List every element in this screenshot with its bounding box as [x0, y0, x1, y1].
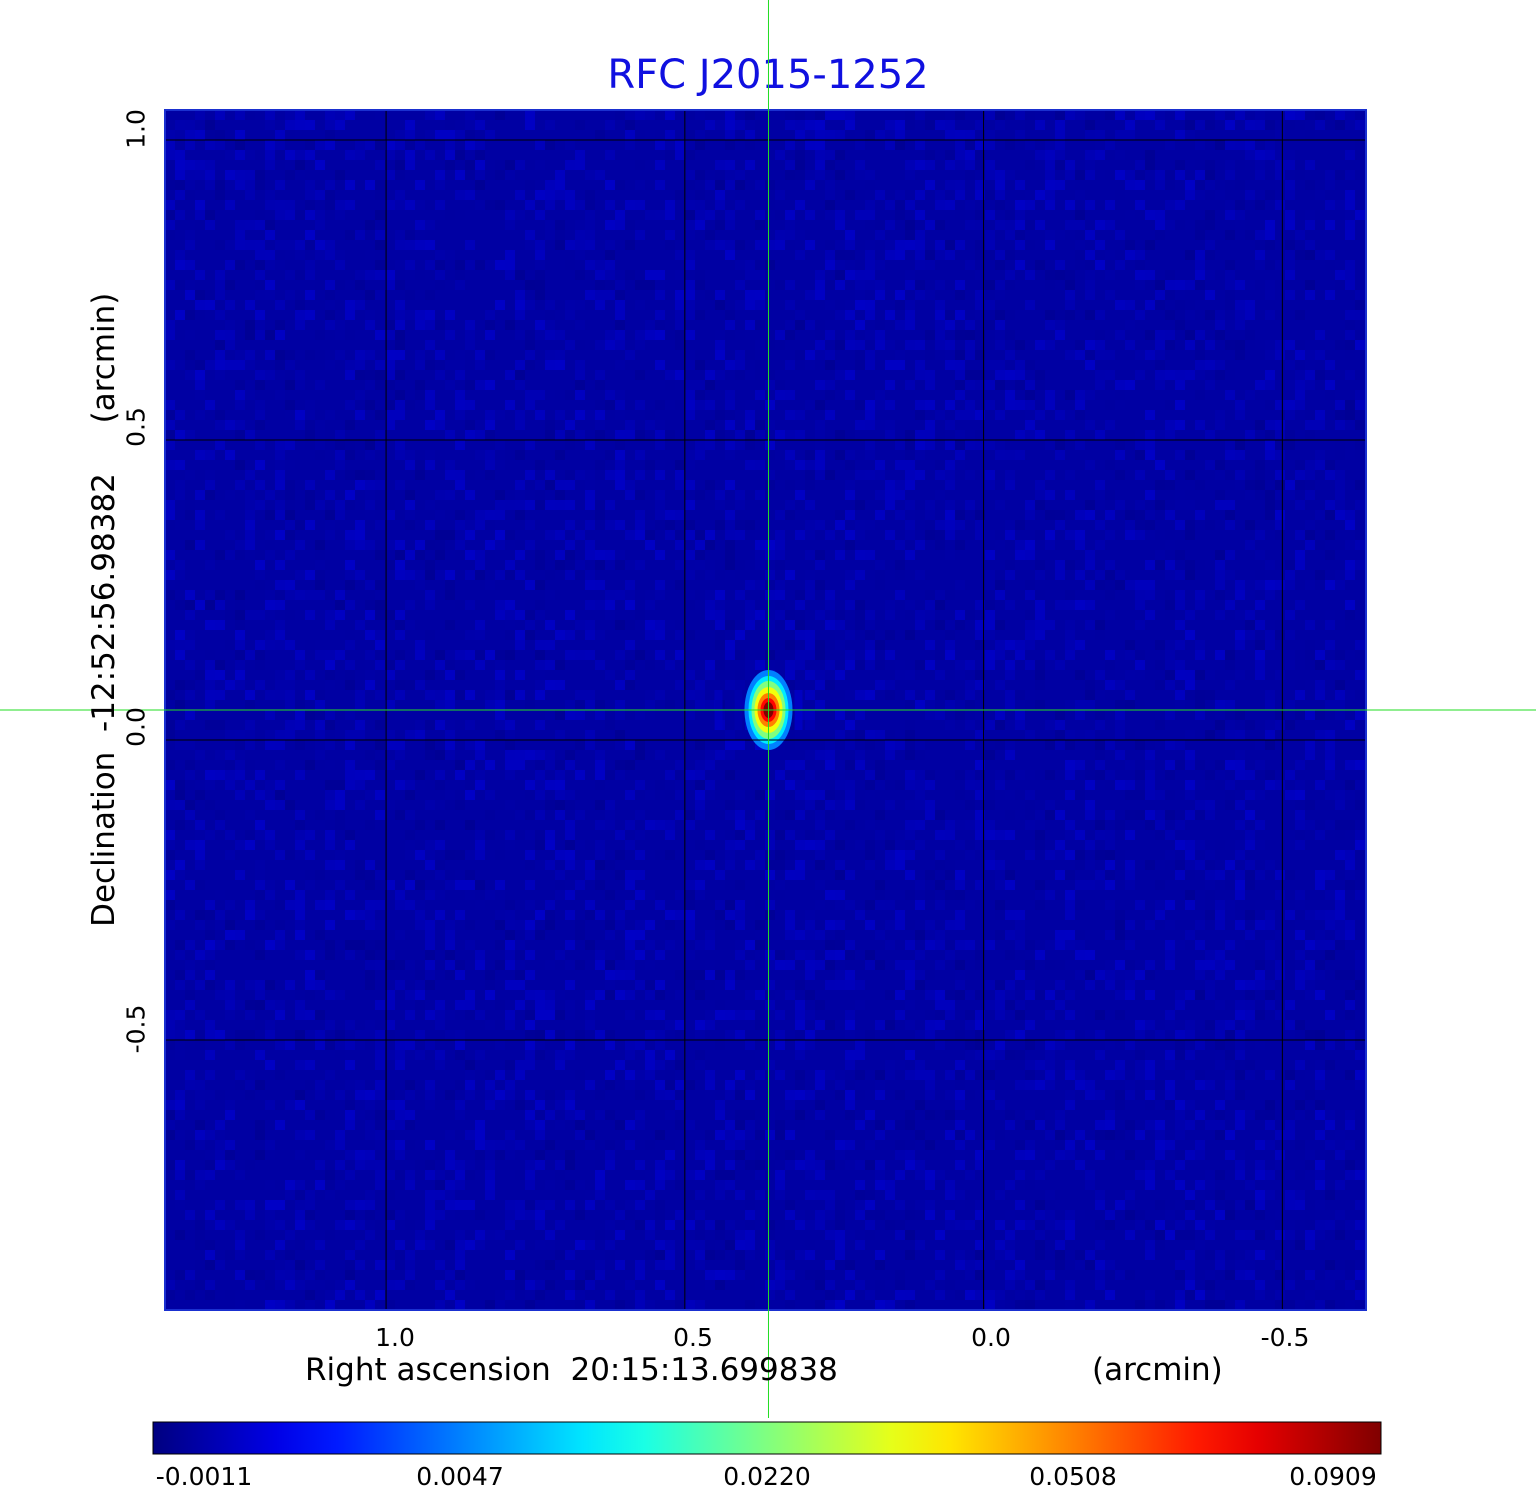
x-axis-unit: (arcmin) — [1092, 1352, 1223, 1388]
colorbar-tick-label: 0.0909 — [1289, 1462, 1377, 1491]
x-axis-label: Right ascension 20:15:13.699838 — [305, 1352, 838, 1388]
heatmap-noise — [165, 110, 1366, 1310]
y-tick-label: -0.5 — [121, 1004, 151, 1054]
x-tick-label: -0.5 — [1260, 1323, 1310, 1352]
x-tick-label: 0.5 — [673, 1323, 713, 1352]
colorbar-tick-label: 0.0508 — [1029, 1462, 1117, 1491]
colorbar — [152, 1421, 1382, 1455]
y-axis-label: Declination -12:52:56.98382 — [86, 473, 122, 927]
colorbar-tick-label: 0.0047 — [416, 1462, 504, 1491]
colorbar-tick-label: 0.0220 — [723, 1462, 811, 1491]
y-axis-unit: (arcmin) — [86, 292, 122, 424]
x-tick-label: 1.0 — [375, 1323, 415, 1352]
x-tick-label: 0.0 — [971, 1323, 1011, 1352]
y-tick-label: 1.0 — [121, 109, 151, 149]
colorbar-tick-label: -0.0011 — [155, 1462, 253, 1491]
y-tick-label: 0.5 — [121, 407, 151, 447]
y-tick-label: 0.0 — [121, 707, 151, 747]
